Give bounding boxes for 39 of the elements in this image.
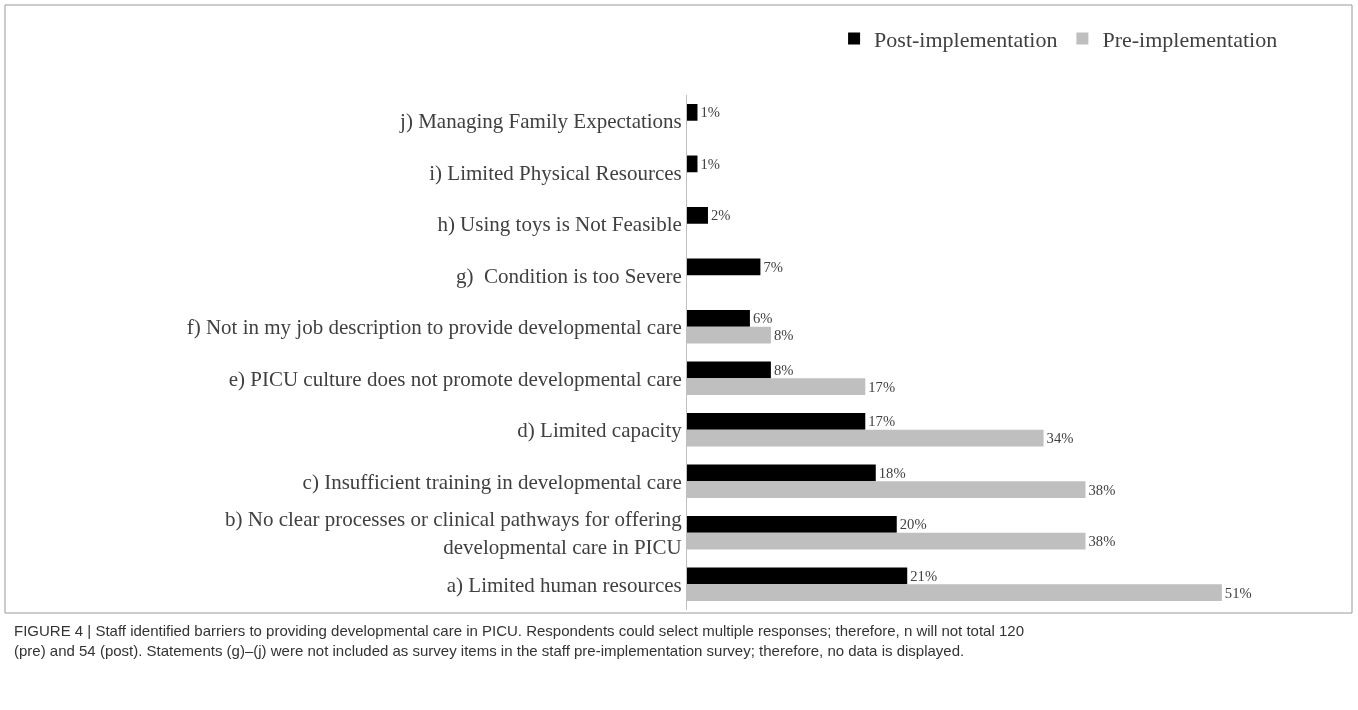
bar [687,155,698,173]
legend-label: Pre-implementation [1102,27,1278,53]
data-label: 18% [878,464,906,481]
data-label: 34% [1046,430,1074,446]
y-tick-label: i) Limited Physical Resources [429,160,682,185]
y-tick-label: e) PICU culture does not promote developmental care [228,366,682,391]
y-tick-label: h) Using toys is Not Feasible [437,212,682,237]
data-label: 2% [710,207,731,224]
y-tick-label: d) Limited capacity [517,418,683,443]
bar [687,516,897,533]
data-label: 8% [773,361,794,378]
data-label: 7% [763,258,783,275]
y-tick-label: f) Not in my job description to provide developmental care [186,315,682,340]
bar [687,104,698,121]
data-label: 38% [1088,533,1116,549]
bar [687,464,876,482]
bar [687,567,908,585]
data-label: 8% [773,327,794,343]
bar [687,361,771,379]
data-label: 1% [700,155,721,172]
bar [687,413,866,430]
data-label: 20% [899,516,927,533]
data-label: 51% [1224,584,1252,601]
caption: FIGURE 4 | Staff identified barriers to providing developmental care in PICU. Respondents could select multiple responses; therefore, n will not total 120 (pre) and 54 (post). Statements (g)–(j) were not included as survey items in the staff pre-implementation survey; therefore, no data is displayed. [14,622,1024,659]
bar [687,258,761,276]
data-label: 38% [1088,481,1116,498]
data-label: 21% [910,567,938,584]
y-tick-label: g) Condition is too Severe [456,263,682,288]
bar [687,207,708,224]
y-tick-label: j) Managing Family Expectations [399,109,682,134]
data-label: 6% [752,310,773,327]
data-label: 17% [868,378,896,395]
data-label: 1% [700,104,721,121]
y-tick-label: b) No clear processes or clinical pathways for offering developmental care in PICU [225,507,683,559]
y-tick-label: a) Limited human resources [446,572,682,597]
y-tick-label: c) Insufficient training in developmental care [302,469,682,494]
bar [687,310,750,327]
legend-label: Post-implementation [874,27,1058,53]
data-label: 17% [868,413,896,430]
